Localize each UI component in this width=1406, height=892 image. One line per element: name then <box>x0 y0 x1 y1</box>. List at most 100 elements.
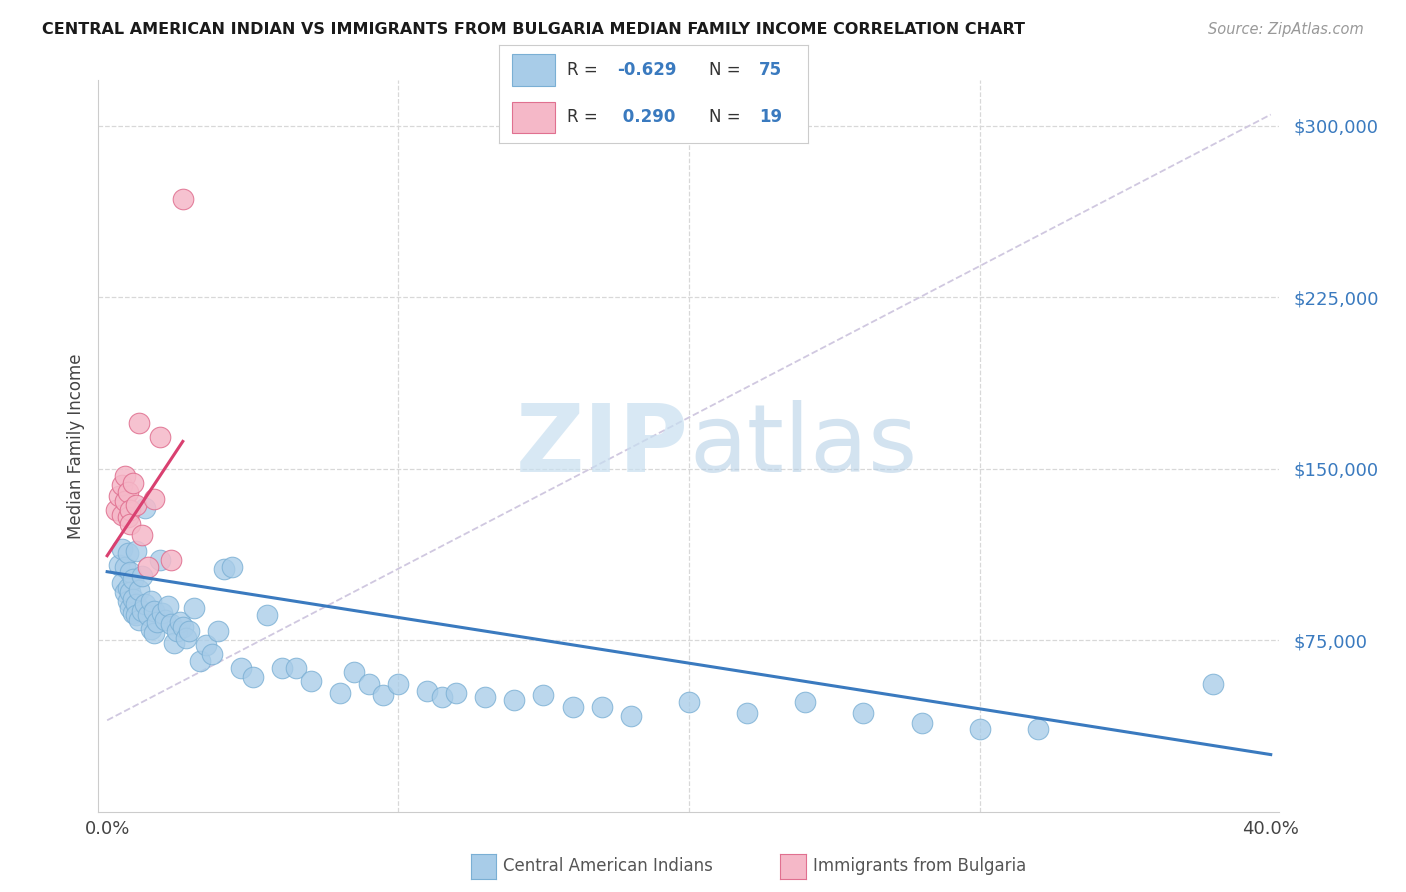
Text: 0.290: 0.290 <box>617 108 675 126</box>
Point <box>148 430 170 444</box>
Point <box>561 699 583 714</box>
Point <box>160 553 183 567</box>
Point <box>114 585 136 599</box>
Point <box>229 661 252 675</box>
Text: CENTRAL AMERICAN INDIAN VS IMMIGRANTS FROM BULGARIA MEDIAN FAMILY INCOME CORRELA: CENTRAL AMERICAN INDIAN VS IMMIGRANTS FR… <box>42 22 1025 37</box>
Text: 19: 19 <box>759 108 782 126</box>
Point <box>174 631 197 645</box>
Text: 75: 75 <box>759 62 782 79</box>
Point <box>1026 723 1049 737</box>
Point <box>142 491 165 506</box>
Point <box>134 500 156 515</box>
Point <box>142 626 165 640</box>
Point <box>299 674 322 689</box>
Point <box>794 695 817 709</box>
Point <box>169 615 191 629</box>
Text: ZIP: ZIP <box>516 400 689 492</box>
Point <box>148 553 170 567</box>
Point <box>212 562 235 576</box>
Point <box>444 686 467 700</box>
Point <box>160 617 183 632</box>
Point <box>533 688 555 702</box>
Point <box>207 624 229 639</box>
Point <box>474 690 496 705</box>
Point <box>122 606 145 620</box>
Point <box>111 508 134 522</box>
Point <box>120 516 142 531</box>
Point <box>591 699 613 714</box>
Text: Central American Indians: Central American Indians <box>503 857 713 875</box>
Point <box>117 509 139 524</box>
Point <box>155 613 177 627</box>
Point <box>111 478 134 492</box>
Point <box>122 592 145 607</box>
Point <box>1201 676 1223 690</box>
Point <box>107 489 129 503</box>
Text: Source: ZipAtlas.com: Source: ZipAtlas.com <box>1208 22 1364 37</box>
Point <box>172 619 194 633</box>
Point <box>131 603 153 617</box>
Point <box>120 601 142 615</box>
Point <box>117 581 139 595</box>
Point <box>852 706 875 721</box>
Point <box>114 468 136 483</box>
Y-axis label: Median Family Income: Median Family Income <box>66 353 84 539</box>
Point <box>142 603 165 617</box>
Point <box>195 638 218 652</box>
FancyBboxPatch shape <box>512 54 555 86</box>
Point <box>111 576 134 591</box>
Point <box>188 654 211 668</box>
Text: -0.629: -0.629 <box>617 62 676 79</box>
Point <box>242 670 264 684</box>
Point <box>128 582 150 597</box>
Point <box>114 493 136 508</box>
Point <box>357 676 380 690</box>
Point <box>183 601 205 615</box>
Text: R =: R = <box>567 62 603 79</box>
Point <box>256 608 278 623</box>
Point <box>131 569 153 583</box>
Point <box>145 615 167 629</box>
Text: N =: N = <box>710 108 747 126</box>
Point <box>120 585 142 599</box>
Point <box>117 546 139 560</box>
Point <box>117 594 139 608</box>
Point <box>969 723 991 737</box>
Point <box>125 597 148 611</box>
Point <box>270 661 292 675</box>
Point <box>114 560 136 574</box>
Point <box>329 686 352 700</box>
Point <box>343 665 366 680</box>
FancyBboxPatch shape <box>512 102 555 133</box>
Text: R =: R = <box>567 108 603 126</box>
Point <box>221 560 243 574</box>
Point <box>122 572 145 586</box>
Point <box>117 484 139 499</box>
Point <box>678 695 700 709</box>
Point <box>911 715 934 730</box>
Point <box>157 599 180 613</box>
Point <box>201 647 224 661</box>
Point <box>125 544 148 558</box>
Point <box>735 706 758 721</box>
Point <box>503 692 526 706</box>
Point <box>128 416 150 430</box>
Point <box>430 690 453 705</box>
Point <box>166 624 188 639</box>
Point <box>387 676 409 690</box>
Point <box>139 622 162 636</box>
Point <box>177 624 200 639</box>
Point <box>125 499 148 513</box>
Text: Immigrants from Bulgaria: Immigrants from Bulgaria <box>813 857 1026 875</box>
Text: atlas: atlas <box>689 400 917 492</box>
Point <box>136 560 159 574</box>
Point <box>128 613 150 627</box>
Point <box>172 192 194 206</box>
Point <box>131 528 153 542</box>
Point <box>125 608 148 623</box>
Point <box>134 597 156 611</box>
Text: N =: N = <box>710 62 747 79</box>
Point <box>104 503 127 517</box>
Point <box>122 475 145 490</box>
Point <box>139 594 162 608</box>
